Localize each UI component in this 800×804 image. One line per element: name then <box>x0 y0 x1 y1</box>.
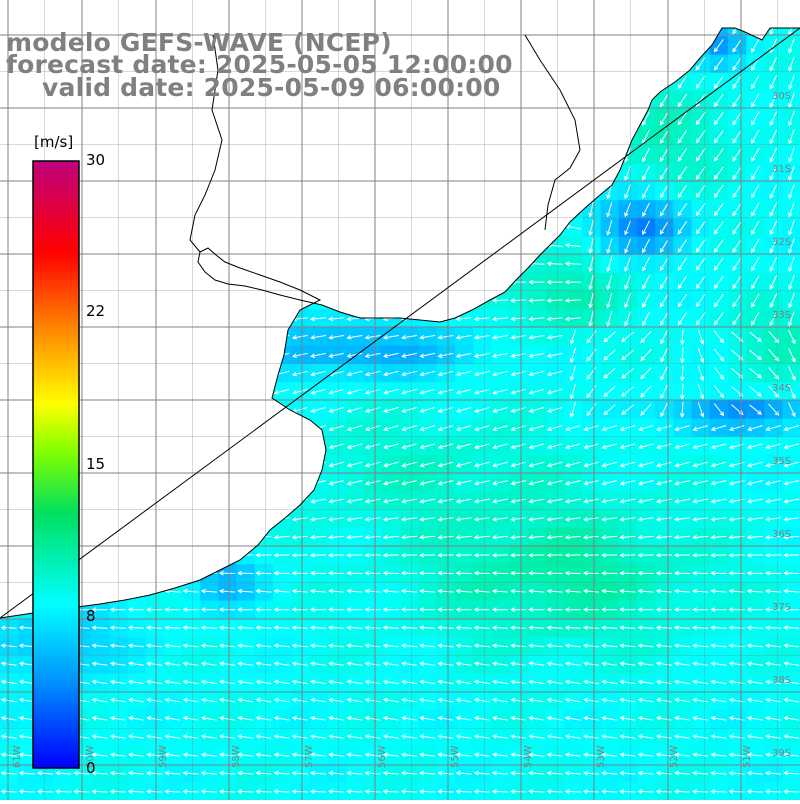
longitude-label: 54W <box>523 745 534 768</box>
wind-arrow <box>713 57 724 71</box>
wind-arrow <box>713 39 724 53</box>
wind-arrow <box>788 147 795 163</box>
wind-speed-cell <box>728 28 747 37</box>
wind-arrow <box>713 166 724 180</box>
longitude-label: 61W <box>12 745 23 768</box>
longitude-label: 51W <box>742 745 753 768</box>
wind-arrow <box>769 28 778 36</box>
longitude-label: 55W <box>450 745 461 768</box>
wind-arrow <box>695 75 706 89</box>
wind-arrow <box>695 148 706 162</box>
wind-arrow <box>751 93 760 108</box>
wind-arrow <box>713 130 724 144</box>
wind-arrow <box>677 130 688 144</box>
wind-arrow <box>732 75 742 90</box>
wind-arrow <box>788 28 795 36</box>
latitude-label: 35S <box>772 456 791 467</box>
wind-arrow <box>769 93 778 108</box>
wind-arrow <box>624 165 632 181</box>
wind-arrow <box>788 129 795 145</box>
wind-arrow <box>788 165 795 181</box>
latitude-label: 37S <box>772 602 791 613</box>
wind-arrow <box>695 130 706 144</box>
land-area <box>0 0 800 618</box>
wind-arrow <box>713 148 724 162</box>
wind-arrow <box>732 111 742 126</box>
wind-arrow <box>788 74 795 90</box>
wind-arrow <box>677 75 688 89</box>
wind-arrow <box>642 165 650 181</box>
wind-arrow <box>695 93 706 108</box>
wind-arrow <box>751 166 760 181</box>
wind-arrow <box>751 75 760 90</box>
wind-arrow <box>769 111 778 127</box>
colorbar-tick-22: 22 <box>86 302 106 320</box>
wind-arrow <box>695 57 706 71</box>
wind-arrow <box>751 147 760 163</box>
wind-arrow <box>788 92 795 109</box>
wind-arrow <box>713 111 724 126</box>
wind-arrow <box>642 111 650 126</box>
wind-arrow <box>695 111 706 126</box>
wind-arrow <box>732 129 742 144</box>
wind-arrow <box>642 129 650 145</box>
wind-arrow <box>677 111 688 126</box>
latitude-label: 31S <box>772 164 791 175</box>
wind-arrow <box>751 111 760 126</box>
wind-arrow <box>677 148 688 162</box>
valid-date: valid date: 2025-05-09 06:00:00 <box>42 73 501 102</box>
wind-arrow <box>769 74 778 90</box>
wind-arrow <box>659 129 669 144</box>
wind-arrow <box>751 38 760 53</box>
wind-speed-cell <box>764 28 784 37</box>
wind-arrow <box>642 147 650 163</box>
longitude-label: 58W <box>231 745 242 768</box>
colorbar-tick-8: 8 <box>86 607 96 625</box>
wind-arrow <box>788 111 795 127</box>
wind-arrow <box>732 38 742 53</box>
colorbar-tick-15: 15 <box>86 455 106 473</box>
wind-arrow <box>769 129 778 145</box>
latitude-label: 39S <box>772 748 791 759</box>
latitude-label: 38S <box>772 675 791 686</box>
wind-arrow <box>695 166 706 180</box>
longitude-label: 56W <box>377 745 388 768</box>
longitude-label: 53W <box>596 745 607 768</box>
wind-arrow <box>732 93 742 108</box>
wind-arrow <box>769 147 778 163</box>
latitude-label: 30S <box>772 91 791 102</box>
longitude-label: 59W <box>158 745 169 768</box>
wind-arrow <box>659 111 669 126</box>
latitude-label: 34S <box>772 383 791 394</box>
colorbar <box>32 160 80 769</box>
latitude-label: 33S <box>772 310 791 321</box>
wind-arrow <box>659 93 669 108</box>
colorbar-tick-30: 30 <box>86 151 106 169</box>
wind-arrow <box>751 129 760 144</box>
wind-arrow <box>732 28 742 35</box>
wind-arrow <box>788 38 795 54</box>
longitude-label: 52W <box>669 745 680 768</box>
wind-arrow <box>659 166 669 181</box>
wind-arrow <box>713 75 724 89</box>
wind-arrow <box>659 148 669 162</box>
colorbar-tick-0: 0 <box>86 759 96 777</box>
wind-arrow <box>677 166 688 180</box>
wind-arrow <box>677 93 688 108</box>
wind-arrow <box>732 166 742 181</box>
wind-arrow <box>788 56 795 72</box>
longitude-label: 57W <box>304 745 315 768</box>
colorbar-unit: [m/s] <box>34 133 74 151</box>
latitude-label: 36S <box>772 529 791 540</box>
wind-arrow <box>732 148 742 162</box>
wind-arrow <box>769 165 778 181</box>
latitude-label: 32S <box>772 237 791 248</box>
wind-arrow <box>732 57 742 71</box>
wind-arrow <box>713 93 724 108</box>
colorbar-gradient <box>32 160 80 769</box>
wind-arrow <box>769 56 778 72</box>
